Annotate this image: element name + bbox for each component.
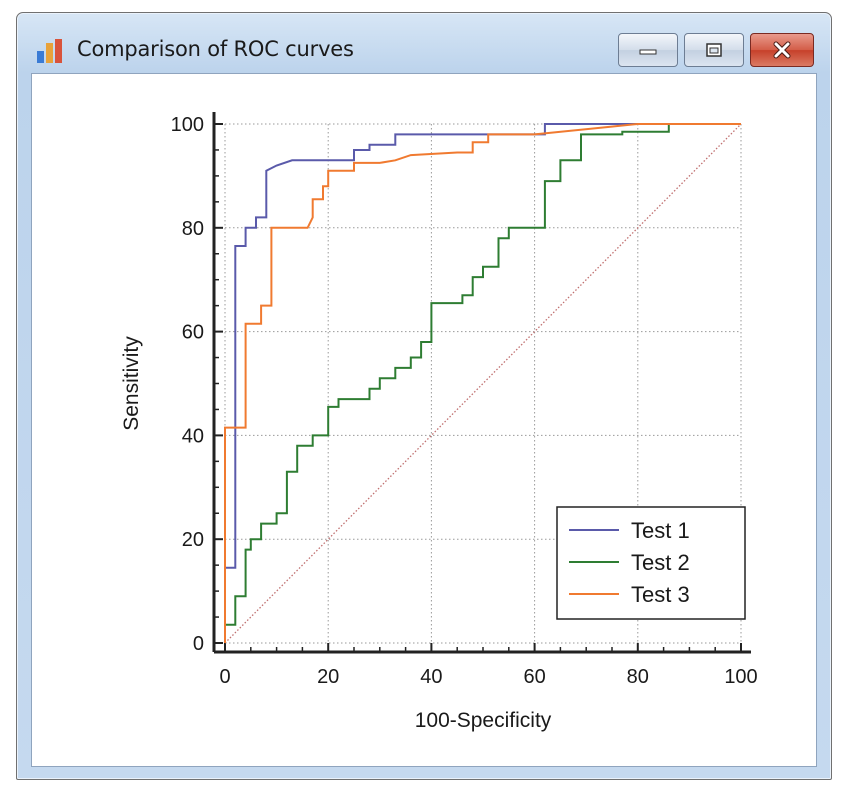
bar-chart-icon: [37, 39, 65, 63]
close-icon: [751, 34, 813, 66]
y-tick-label: 20: [182, 529, 204, 551]
y-axis-title: Sensitivity: [120, 336, 143, 431]
series-line-test-3: [224, 123, 741, 643]
minimize-icon: [619, 34, 677, 66]
x-tick-label: 80: [627, 666, 649, 688]
series-line-test-2: [224, 123, 741, 643]
title-bar[interactable]: Comparison of ROC curves: [17, 13, 831, 73]
minimize-button[interactable]: [618, 33, 678, 67]
legend-label-test-1: Test 1: [631, 518, 690, 543]
x-tick-label: 60: [523, 666, 545, 688]
close-button[interactable]: [750, 33, 814, 67]
x-tick-label: 40: [420, 666, 442, 688]
y-tick-label: 60: [182, 322, 204, 344]
x-tick-label: 100: [724, 666, 757, 688]
y-tick-label: 80: [182, 218, 204, 240]
legend-label-test-2: Test 2: [631, 550, 690, 575]
maximize-icon: [685, 34, 743, 66]
chart-area: 0 20 40 60 80 100 0 20 40 60 80 100 100-Specificity S…: [31, 73, 817, 767]
window-title: Comparison of ROC curves: [77, 37, 354, 61]
y-tick-label: 100: [171, 114, 204, 136]
roc-chart: 0 20 40 60 80 100 0 20 40 60 80 100 100-Specificity S…: [120, 112, 758, 732]
y-tick-label: 0: [193, 633, 204, 655]
legend-label-test-3: Test 3: [631, 582, 690, 607]
x-tick-label: 0: [219, 666, 230, 688]
x-axis-title: 100-Specificity: [415, 709, 552, 732]
reference-diagonal-line: [224, 123, 742, 644]
chart-window: Comparison of ROC curves 0 20 40 60 80 100 0 20…: [16, 12, 832, 780]
x-tick-label: 20: [317, 666, 339, 688]
maximize-button[interactable]: [684, 33, 744, 67]
y-tick-label: 40: [182, 425, 204, 447]
